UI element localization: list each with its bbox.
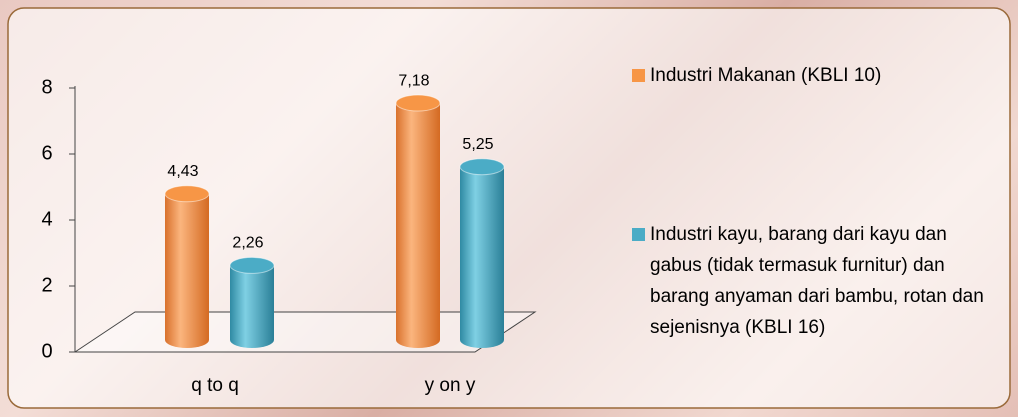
y-tick-label: 8: [41, 76, 52, 98]
data-label: 4,43: [167, 163, 198, 180]
bar-cap: [459, 158, 505, 176]
bar-cap: [229, 256, 275, 274]
y-tick-label: 2: [41, 274, 52, 296]
data-label: 7,18: [398, 72, 429, 89]
x-tick-label: y on y: [425, 375, 476, 396]
bar: [460, 166, 504, 340]
y-tick-label: 4: [41, 208, 52, 230]
y-tick-label: 0: [41, 340, 52, 362]
y-tick-label: 6: [41, 142, 52, 164]
bar: [165, 193, 209, 340]
legend-swatch: [632, 69, 645, 82]
bar-cap: [164, 185, 210, 203]
legend-label: Industri Makanan (KBLI 10): [650, 65, 882, 86]
data-label: 2,26: [232, 235, 263, 252]
legend-swatch: [632, 228, 645, 241]
data-label: 5,25: [462, 136, 493, 153]
legend-label: Industri kayu, barang dari kayu dan gabu…: [650, 224, 984, 338]
x-tick-label: q to q: [191, 375, 239, 396]
bar: [396, 103, 440, 340]
bar-cap: [395, 94, 441, 112]
bar: [230, 265, 274, 340]
